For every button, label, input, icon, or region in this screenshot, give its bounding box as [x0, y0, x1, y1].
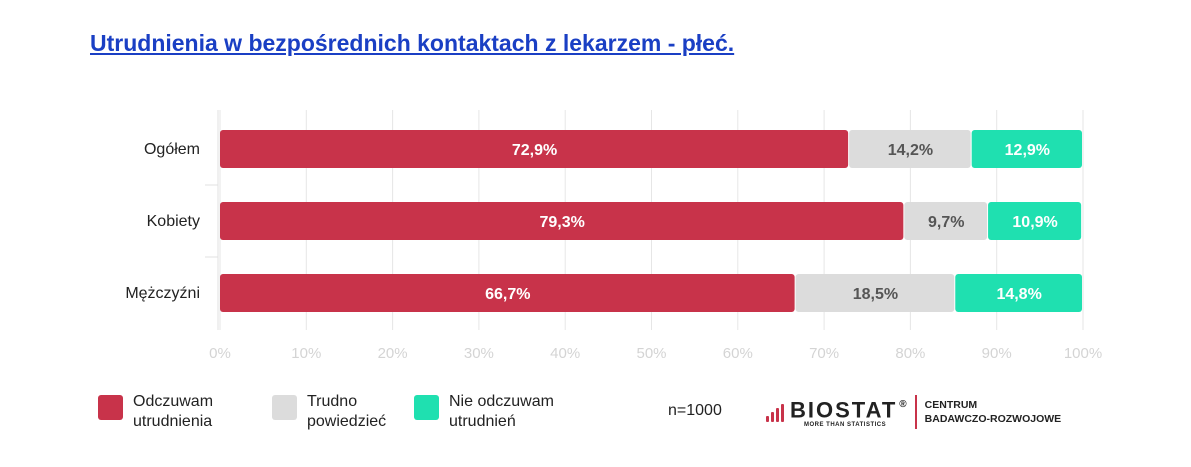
data-label: 12,9% [1005, 142, 1050, 159]
legend-item-nie-odczuwam: Nie odczuwam utrudnień [414, 392, 569, 432]
bar-segment [795, 274, 955, 312]
data-label: 18,5% [853, 286, 898, 303]
x-axis-ticks: 0% 10% 20% 30% 40% 50% 60% 70% 80% 90% 100% [209, 345, 1102, 362]
data-label: 14,2% [888, 142, 933, 159]
x-tick-label: 30% [464, 345, 494, 362]
bar-segment [220, 202, 904, 240]
x-tick-label: 100% [1064, 345, 1102, 362]
legend-item-trudno: Trudno powiedzieć [272, 392, 427, 432]
x-tick-label: 90% [982, 345, 1012, 362]
x-tick-label: 50% [636, 345, 666, 362]
logo-name: BIOSTAT ® [790, 397, 907, 423]
data-label: 14,8% [996, 286, 1041, 303]
logo-tagline: MORE THAN STATISTICS [804, 422, 887, 429]
bar-segment [904, 202, 988, 240]
x-tick-label: 10% [291, 345, 321, 362]
legend-label: Trudno powiedzieć [307, 393, 387, 430]
category-label: Kobiety [147, 213, 200, 230]
bar-segment [220, 130, 849, 168]
x-tick-label: 80% [895, 345, 925, 362]
data-label: 10,9% [1012, 214, 1057, 231]
logo-unit: CENTRUM BADAWCZO-ROZWOJOWE [924, 399, 1062, 425]
legend-label: Odczuwam utrudnienia [133, 393, 214, 430]
x-tick-label: 60% [723, 345, 753, 362]
legend-swatch [414, 395, 439, 420]
chart-title: Utrudnienia w bezpośrednich kontaktach z… [90, 30, 735, 56]
legend-item-odczuwam: Odczuwam utrudnienia [98, 392, 253, 432]
bar-segment [988, 202, 1082, 240]
data-label: 66,7% [485, 286, 530, 303]
data-label: 72,9% [512, 142, 557, 159]
category-axis: Ogółem Kobiety Mężczyźni [125, 110, 219, 330]
x-tick-label: 40% [550, 345, 580, 362]
category-label: Ogółem [144, 141, 200, 158]
logo-divider [914, 395, 917, 429]
x-tick-label: 70% [809, 345, 839, 362]
bar-segment [220, 274, 795, 312]
bar-segment [955, 274, 1082, 312]
x-tick-label: 0% [209, 345, 231, 362]
bars: 72,9% 14,2% 12,9% 79,3% 9,7% 10,9% 66,7% 18,5% 1… [220, 130, 1082, 312]
data-label: 9,7% [928, 214, 964, 231]
legend-swatch [272, 395, 297, 420]
legend-swatch [98, 395, 123, 420]
x-tick-label: 20% [378, 345, 408, 362]
category-label: Mężczyźni [125, 285, 200, 302]
bar-segment [971, 130, 1082, 168]
biostat-logo: BIOSTAT ® MORE THAN STATISTICS CENTRUM BA… [766, 392, 1061, 432]
sample-size: n=1000 [668, 402, 722, 419]
bar-segment [849, 130, 971, 168]
logo-bars-icon [766, 402, 784, 422]
legend-label: Nie odczuwam utrudnień [449, 393, 554, 430]
data-label: 79,3% [539, 214, 584, 231]
stacked-bar-chart: Ogółem Kobiety Mężczyźni 72,9% 14,2% 12,9% 79… [125, 110, 1102, 362]
